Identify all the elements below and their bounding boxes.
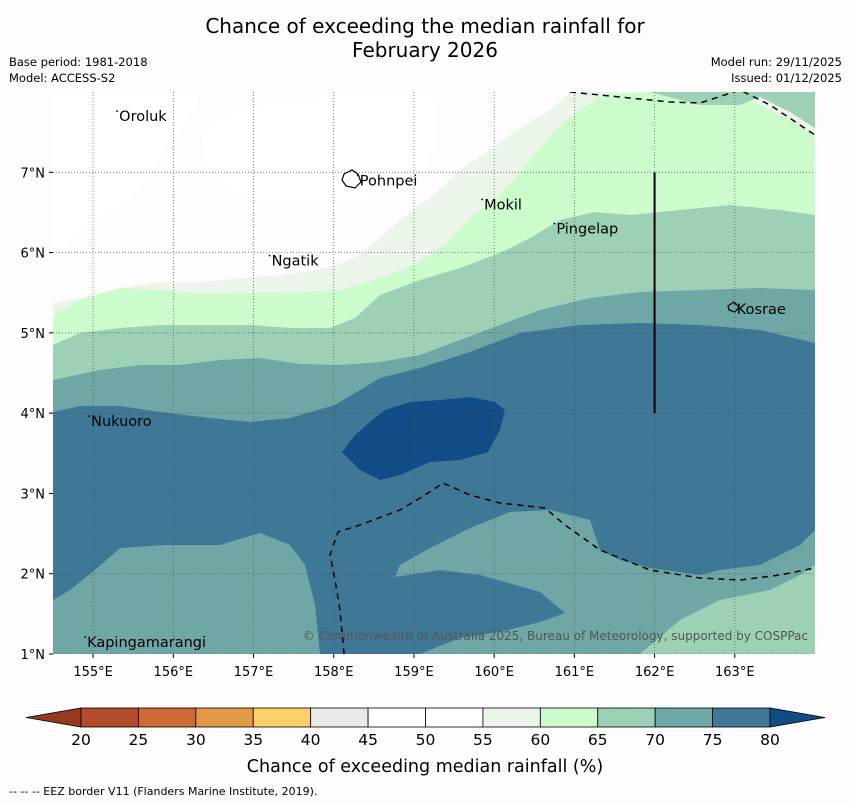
colorbar-swatch xyxy=(252,707,312,728)
colorbar-swatch xyxy=(482,707,541,728)
colorbar-under-arrow xyxy=(25,707,82,728)
contour-band-50 xyxy=(53,92,438,262)
lat-tick-label: 2°N xyxy=(21,568,46,583)
place-marker xyxy=(733,302,736,305)
place-marker xyxy=(553,222,556,225)
colorbar-tick-label: 50 xyxy=(416,731,436,749)
map-plot-area: Oroluk Pohnpei Mokil Pingelap Ngatik Kosrae Nu… xyxy=(53,92,815,654)
model-info: Base period: 1981-2018 Model: ACCESS-S2 xyxy=(9,54,148,86)
place-marker xyxy=(268,254,271,257)
place-label: Ngatik xyxy=(272,254,320,270)
place-marker xyxy=(481,198,484,201)
lat-tick-label: 1°N xyxy=(21,648,46,663)
colorbar-swatch xyxy=(195,707,254,728)
colorbar-swatch xyxy=(310,707,369,728)
place-label: Pingelap xyxy=(556,222,618,238)
place-label: Mokil xyxy=(484,197,522,213)
contour-band-85 xyxy=(342,397,505,480)
lon-tick-label: 161°E xyxy=(555,665,595,680)
model-text: Model: ACCESS-S2 xyxy=(9,71,116,85)
pohnpei-island-outline xyxy=(341,169,362,189)
colorbar-tick-label: 60 xyxy=(530,731,550,749)
colorbar-swatch xyxy=(80,707,139,728)
colorbar-tick-label: 45 xyxy=(358,731,378,749)
lat-tick-label: 7°N xyxy=(21,166,46,181)
contour-band-70-south xyxy=(640,565,815,654)
colorbar-tick-label: 70 xyxy=(645,731,665,749)
axis-tick-labels: 7°N 6°N 5°N 4°N 3°N 2°N 1°N 155°E 156°E 157°E 158°… xyxy=(21,166,755,680)
eez-border-south xyxy=(329,482,815,654)
lon-tick-label: 159°E xyxy=(394,665,434,680)
lat-tick-label: 4°N xyxy=(21,407,46,422)
map-gridlines xyxy=(53,92,815,654)
colorbar-tick-label: 35 xyxy=(243,731,263,749)
colorbar-tick-label: 55 xyxy=(473,731,493,749)
colorbar-tick-label: 65 xyxy=(588,731,608,749)
place-label: Oroluk xyxy=(119,109,167,125)
map-title: Chance of exceeding the median rainfall … xyxy=(0,14,850,62)
place-label: Kapingamarangi xyxy=(87,635,206,651)
model-run-text: Model run: 29/11/2025 xyxy=(710,55,842,69)
place-marker xyxy=(88,415,90,418)
colorbar-swatch xyxy=(712,707,771,728)
kosrae-island-outline xyxy=(727,301,740,313)
colorbar-label: Chance of exceeding median rainfall (%) xyxy=(247,757,603,777)
lat-tick-label: 5°N xyxy=(21,327,46,342)
colorbar-tick-label: 80 xyxy=(760,731,780,749)
place-marker xyxy=(84,636,86,638)
copyright-notice: © Commonwealth of Australia 2025, Bureau… xyxy=(303,629,808,643)
lat-tick-label: 3°N xyxy=(21,487,46,502)
issued-text: Issued: 01/12/2025 xyxy=(731,71,842,85)
colorbar: 20 25 30 35 40 45 50 55 60 65 70 75 80 xyxy=(25,707,826,749)
colorbar-over-arrow xyxy=(769,707,826,728)
base-period-text: Base period: 1981-2018 xyxy=(9,55,148,69)
lon-tick-label: 157°E xyxy=(234,665,274,680)
lat-tick-label: 6°N xyxy=(21,247,46,262)
title-line-2: February 2026 xyxy=(352,38,498,62)
place-label: Nukuoro xyxy=(91,414,152,430)
lon-tick-label: 160°E xyxy=(474,665,514,680)
colorbar-swatch xyxy=(138,707,197,728)
colorbar-tick-label: 20 xyxy=(71,731,91,749)
place-marker xyxy=(116,110,119,112)
lon-tick-label: 155°E xyxy=(73,665,113,680)
eez-border-lines xyxy=(329,92,815,654)
island-outlines xyxy=(341,169,740,313)
place-label: Pohnpei xyxy=(360,173,418,189)
lon-tick-label: 158°E xyxy=(314,665,354,680)
place-label: Kosrae xyxy=(737,302,786,318)
colorbar-swatch xyxy=(425,707,484,728)
colorbar-tick-label: 30 xyxy=(186,731,206,749)
colorbar-tick-label: 40 xyxy=(301,731,321,749)
place-labels: Oroluk Pohnpei Mokil Pingelap Ngatik Kosrae Nu… xyxy=(84,109,786,651)
colorbar-tick-label: 75 xyxy=(703,731,723,749)
title-line-1: Chance of exceeding the median rainfall … xyxy=(205,14,645,38)
eez-footnote: -- -- -- EEZ border V11 (Flanders Marine… xyxy=(9,785,318,798)
colorbar-swatch xyxy=(654,707,713,728)
lon-tick-label: 162°E xyxy=(635,665,675,680)
colorbar-swatch xyxy=(367,707,426,728)
lon-tick-label: 156°E xyxy=(154,665,194,680)
colorbar-tick-label: 25 xyxy=(129,731,149,749)
contour-band-75-south xyxy=(53,510,815,654)
lon-tick-label: 163°E xyxy=(715,665,755,680)
place-marker xyxy=(356,174,359,177)
colorbar-swatch xyxy=(597,707,656,728)
colorbar-swatch xyxy=(539,707,599,728)
run-info: Model run: 29/11/2025 Issued: 01/12/2025 xyxy=(711,54,842,86)
contour-band-70-northeast xyxy=(650,92,815,128)
